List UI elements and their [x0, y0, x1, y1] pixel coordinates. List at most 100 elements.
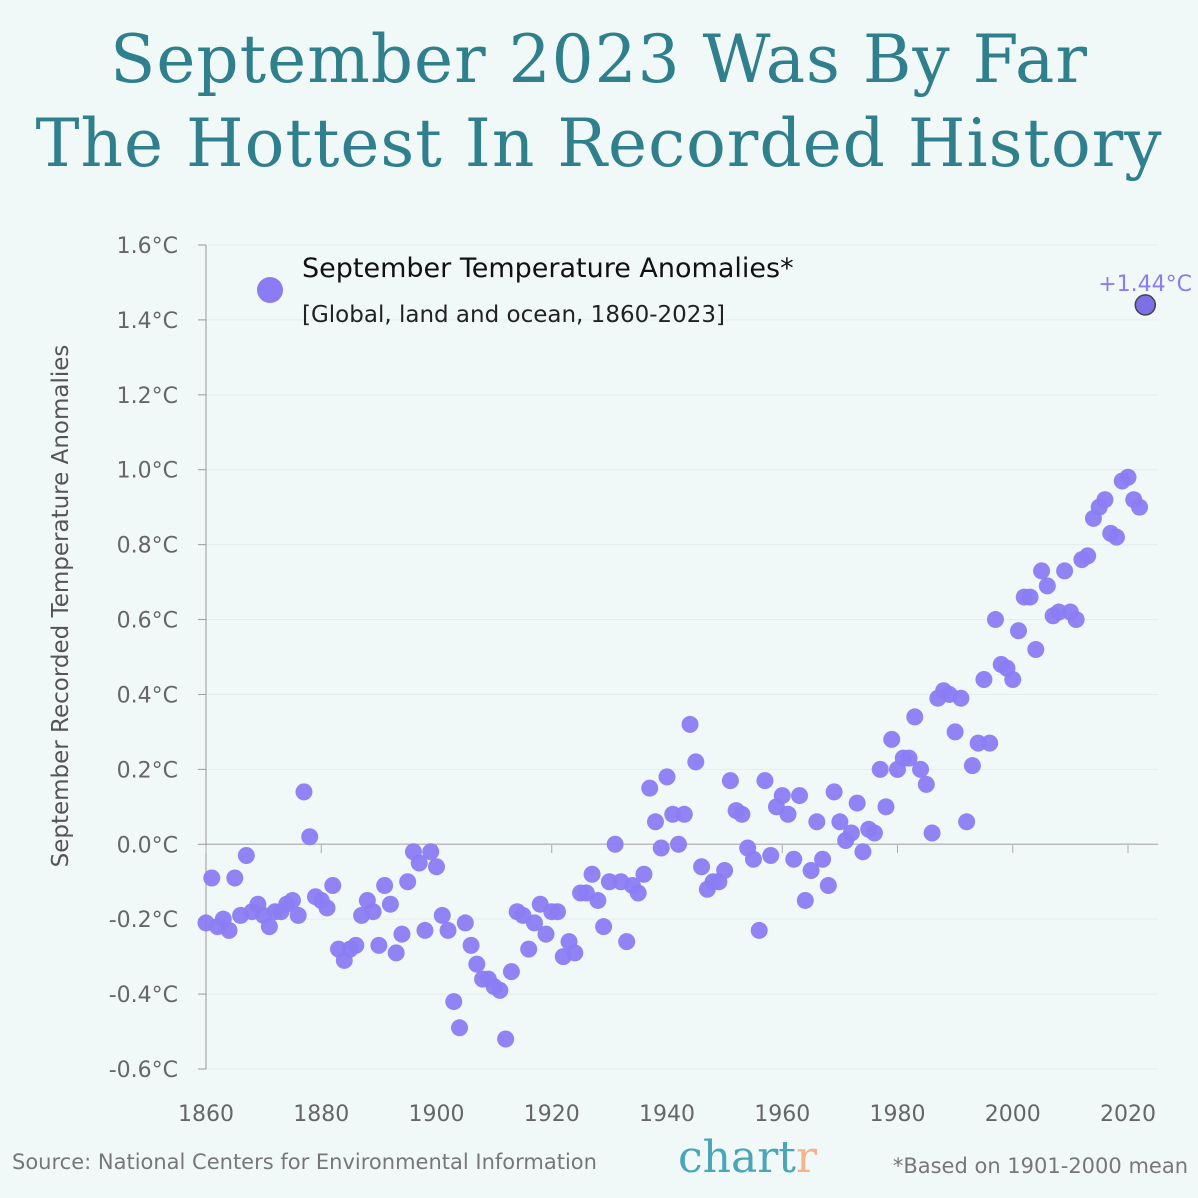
data-point: [347, 936, 365, 954]
data-point: [791, 787, 809, 805]
data-point: [923, 824, 941, 842]
data-point: [260, 918, 278, 936]
data-point: [750, 921, 768, 939]
data-point: [422, 843, 440, 861]
data-point: [416, 921, 434, 939]
x-tick-label: 1880: [293, 1102, 349, 1127]
y-tick-label: 1.4°C: [117, 309, 178, 334]
data-point: [491, 981, 509, 999]
data-point: [456, 914, 474, 932]
data-point: [1004, 670, 1022, 688]
data-point: [1010, 622, 1028, 640]
data-point: [451, 1019, 469, 1037]
legend-marker: [257, 277, 283, 303]
data-point: [825, 783, 843, 801]
data-point: [549, 903, 567, 921]
logo-text: chart: [678, 1132, 796, 1183]
data-point: [871, 760, 889, 778]
data-point: [537, 925, 555, 943]
data-point: [814, 850, 832, 868]
data-point: [646, 813, 664, 831]
data-point: [445, 993, 463, 1011]
y-tick-label: 1.0°C: [117, 459, 178, 484]
data-point: [693, 858, 711, 876]
data-point: [629, 884, 647, 902]
data-point: [1131, 498, 1149, 516]
data-point: [606, 835, 624, 853]
data-point: [658, 768, 676, 786]
data-point: [756, 772, 774, 790]
data-point: [1067, 611, 1085, 629]
data-point: [900, 749, 918, 767]
data-point: [842, 824, 860, 842]
data-point: [439, 921, 457, 939]
data-point: [986, 611, 1004, 629]
data-point: [975, 670, 993, 688]
axes: 1.6°C 1.4°C 1.2°C 1.0°C 0.8°C 0.6°C 0.4°C 0.2°C…: [109, 234, 1156, 1127]
data-point: [963, 757, 981, 775]
data-point: [721, 772, 739, 790]
x-tick-label: 1960: [754, 1102, 810, 1127]
data-point: [635, 865, 653, 883]
title-line-2: The Hottest In Recorded History: [35, 105, 1163, 182]
chartr-logo: chartr: [678, 1132, 817, 1183]
legend-title: September Temperature Anomalies*: [302, 253, 794, 284]
data-point: [716, 861, 734, 879]
data-point: [641, 779, 659, 797]
data-point: [762, 847, 780, 865]
data-point: [387, 944, 405, 962]
data-point: [1056, 562, 1074, 580]
data-point: [226, 869, 244, 887]
data-point: [1033, 562, 1051, 580]
data-point: [785, 850, 803, 868]
data-point: [566, 944, 584, 962]
data-point: [203, 869, 221, 887]
data-point: [618, 933, 636, 951]
data-point: [376, 876, 394, 894]
baseline-note: *Based on 1901-2000 mean: [892, 1154, 1188, 1178]
data-point: [1107, 528, 1125, 546]
data-point: [289, 906, 307, 924]
data-point: [865, 824, 883, 842]
data-point: [808, 813, 826, 831]
title-line-1: September 2023 Was By Far: [110, 21, 1088, 98]
y-tick-label: 0.2°C: [117, 758, 178, 783]
chart-title: September 2023 Was By Far The Hottest In …: [0, 18, 1198, 186]
data-point: [687, 753, 705, 771]
x-tick-label: 2000: [985, 1102, 1041, 1127]
data-point: [370, 936, 388, 954]
data-point: [946, 723, 964, 741]
data-point: [779, 805, 797, 823]
data-point: [220, 921, 238, 939]
x-tick-label: 1860: [178, 1102, 234, 1127]
data-point: [433, 906, 451, 924]
data-point: [733, 805, 751, 823]
data-point: [1027, 641, 1045, 659]
y-axis-label: September Recorded Temperature Anomalies: [48, 345, 74, 868]
data-point: [796, 891, 814, 909]
y-tick-label: 0.0°C: [117, 833, 178, 858]
data-point: [848, 794, 866, 812]
gridlines: [206, 244, 1158, 1070]
data-point: [428, 858, 445, 876]
data-point: [393, 925, 411, 943]
data-point: [958, 813, 976, 831]
data-point: [854, 843, 872, 861]
data-point: [831, 813, 849, 831]
data-point: [952, 689, 970, 707]
legend-subtitle: [Global, land and ocean, 1860-2023]: [302, 302, 725, 328]
highlight-point: [1134, 294, 1157, 316]
data-point: [583, 865, 601, 883]
y-tick-label: 1.6°C: [117, 234, 178, 259]
data-point: [1021, 588, 1039, 606]
x-tick-label: 1920: [524, 1102, 580, 1127]
logo-text-end: r: [795, 1132, 817, 1183]
x-tick-label: 1900: [409, 1102, 465, 1127]
data-point: [744, 850, 762, 868]
data-point: [981, 734, 999, 752]
data-point: [883, 730, 901, 748]
y-tick-label: -0.4°C: [109, 983, 178, 1008]
data-point: [670, 835, 688, 853]
data-point: [1079, 547, 1097, 565]
data-point: [381, 895, 399, 913]
